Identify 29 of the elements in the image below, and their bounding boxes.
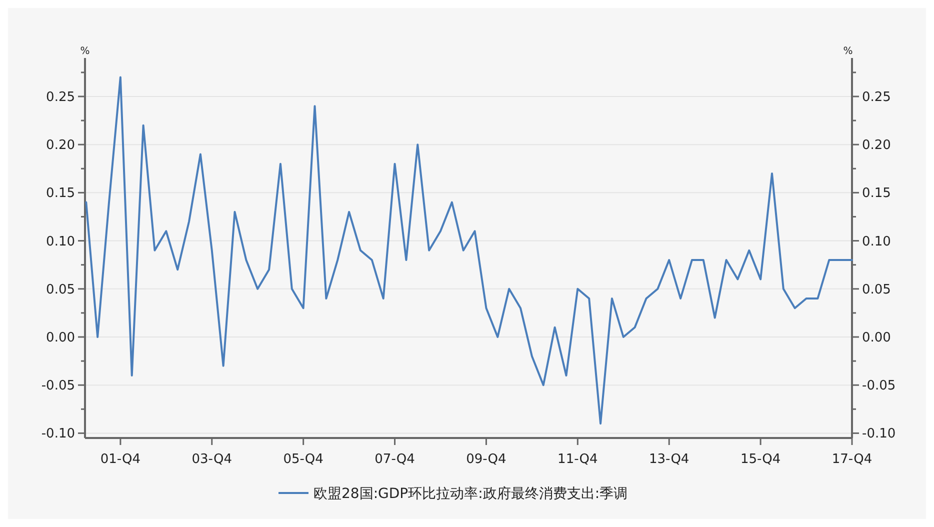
y-tick-label: 0.10 [46,234,75,250]
y-tick-label: -0.05 [41,378,75,394]
y-tick-label: 0.20 [46,138,75,154]
y2-tick-label: 0.10 [862,234,891,250]
y2-tick-label: 0.15 [862,186,891,202]
y-tick-label: 0.05 [46,282,75,298]
x-tick-label: 13-Q4 [649,452,690,467]
y-tick-label: 0.15 [46,186,75,202]
y-tick-label: -0.10 [41,426,75,442]
x-tick-label: 07-Q4 [374,452,415,467]
x-tick-label: 17-Q4 [832,452,872,467]
y2-tick-label: -0.05 [862,378,896,394]
x-tick-label: 01-Q4 [100,452,141,467]
y-tick-label: 0.00 [46,330,75,346]
x-tick-label: 15-Q4 [740,452,781,467]
y-axis-title: % [80,46,90,57]
y2-tick-label: 0.25 [862,90,891,106]
x-tick-label: 09-Q4 [466,452,506,467]
y2-axis-title: % [843,46,853,57]
x-tick-label: 11-Q4 [558,452,598,467]
line-series [85,76,853,425]
y-tick-label: 0.25 [46,90,75,106]
y2-tick-label: 0.00 [862,330,891,346]
x-tick-label: 03-Q4 [192,452,232,467]
x-tick-label: 05-Q4 [283,452,324,467]
legend-label: 欧盟28国:GDP环比拉动率:政府最终消费支出:季调 [314,486,628,502]
y2-tick-label: 0.05 [862,282,891,298]
y2-tick-label: -0.10 [862,426,896,442]
y2-tick-label: 0.20 [862,138,891,154]
